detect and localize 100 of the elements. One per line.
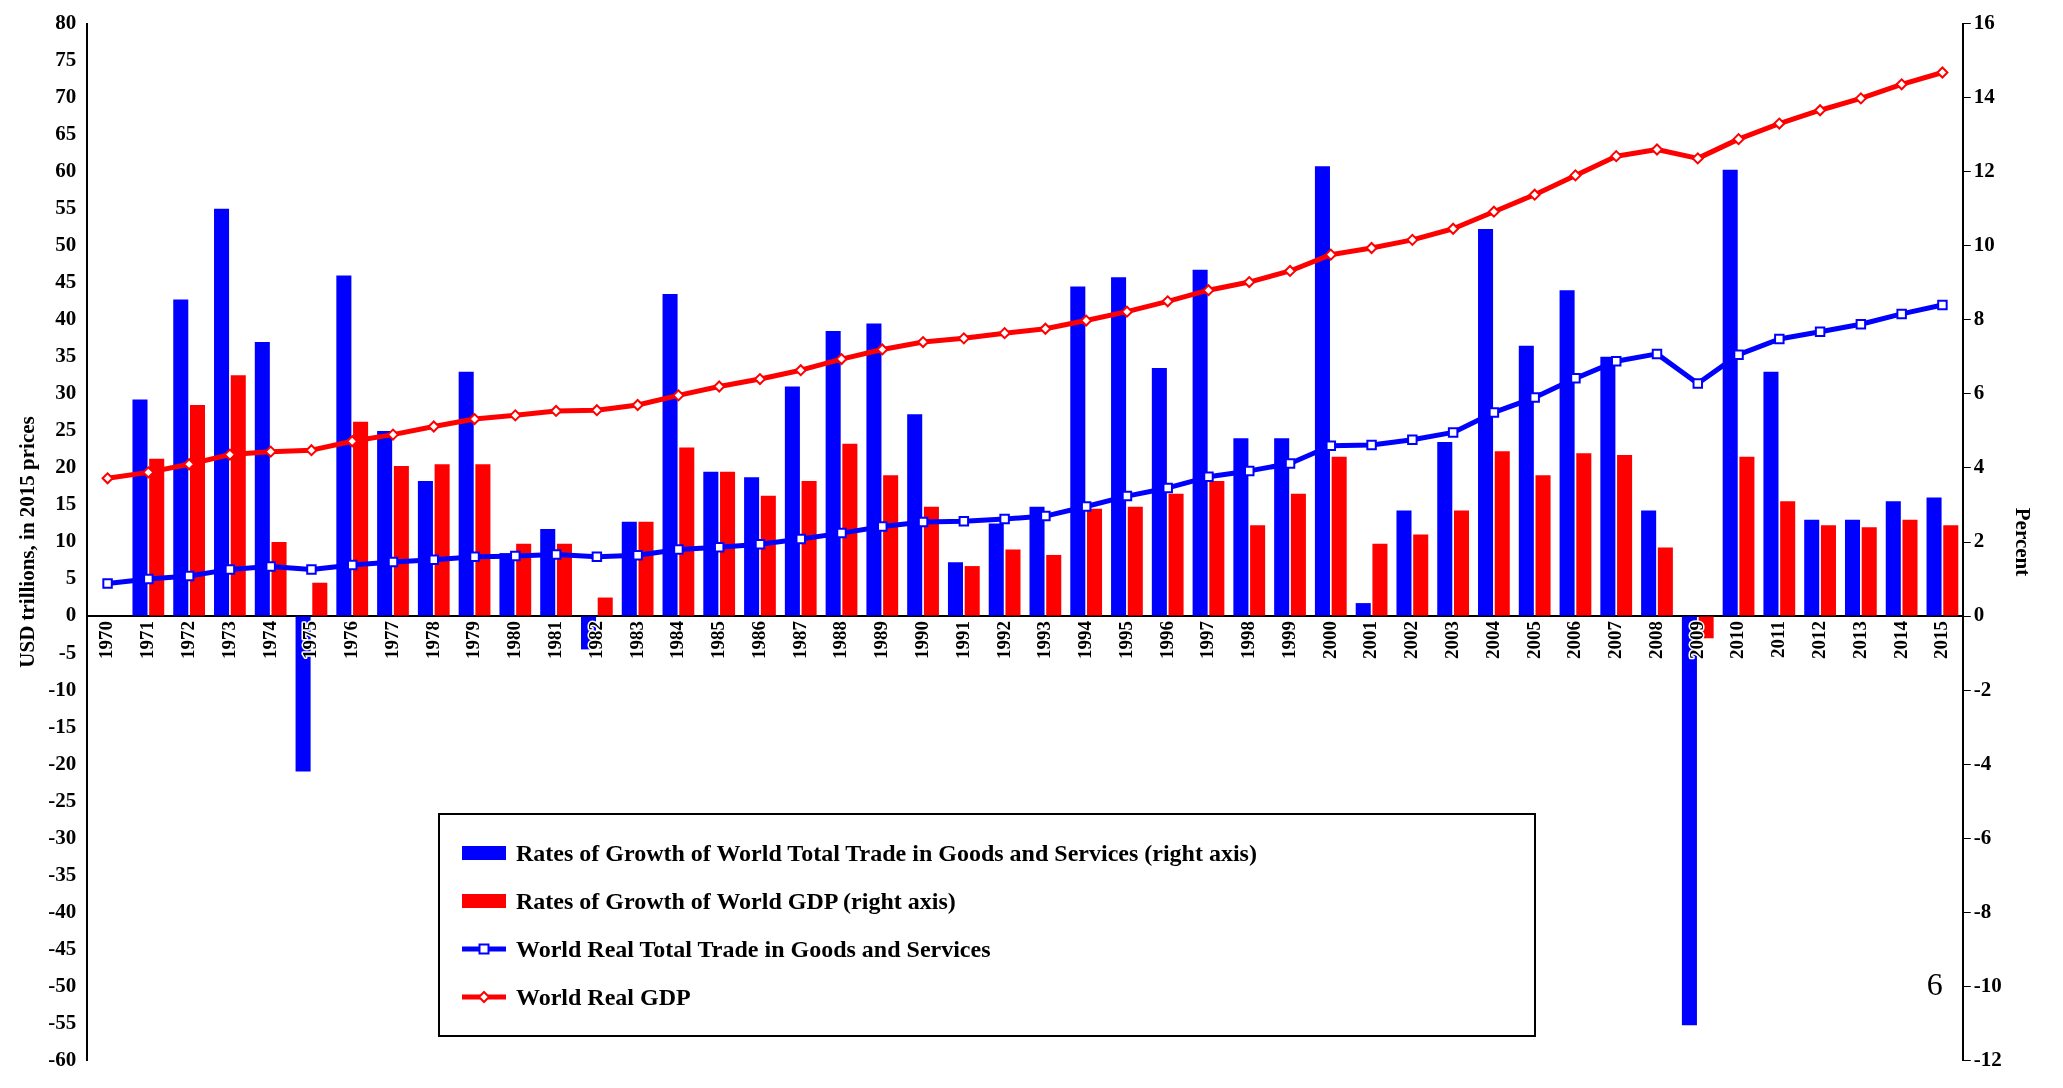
point — [1854, 92, 1867, 105]
y2-tick-label: 14 — [1973, 84, 1996, 109]
x-tick-label: 1985 — [707, 621, 729, 660]
bar — [597, 597, 613, 616]
y-tick-label: 15 — [55, 491, 77, 516]
x-tick-label: 2009 — [1685, 621, 1707, 660]
bar — [1372, 543, 1388, 616]
y-tick-label: -45 — [48, 935, 77, 960]
bar — [947, 562, 963, 616]
y-tick-label: 5 — [65, 565, 77, 590]
x-tick-label: 2005 — [1522, 621, 1544, 660]
bar — [1780, 501, 1796, 616]
bar — [1820, 525, 1836, 616]
bar — [1804, 519, 1820, 616]
x-tick-label: 2008 — [1644, 621, 1666, 660]
y-tick-label: -10 — [48, 676, 77, 701]
x-tick-label: 1970 — [95, 621, 117, 660]
x-tick-label: 1983 — [625, 621, 647, 660]
y-tick-label: -60 — [48, 1046, 77, 1071]
point — [1855, 319, 1867, 330]
bar — [271, 542, 287, 616]
y2-tick-label: 8 — [1973, 306, 1985, 331]
point — [101, 472, 114, 485]
x-tick-label: 1980 — [503, 621, 525, 660]
point — [1569, 169, 1582, 182]
point — [1528, 188, 1541, 201]
point — [1936, 66, 1949, 79]
bar — [842, 443, 858, 616]
x-tick-label: 1987 — [788, 620, 810, 660]
point — [1039, 322, 1052, 335]
point — [1895, 78, 1908, 91]
legend-label: World Real Total Trade in Goods and Services — [516, 935, 991, 963]
x-tick-label: 1974 — [258, 620, 280, 660]
y-tick-label: 40 — [55, 306, 77, 331]
x-tick-label: 1971 — [136, 621, 158, 660]
point — [1937, 299, 1948, 311]
y-tick-label: 60 — [55, 158, 77, 183]
bar — [1943, 525, 1959, 616]
bar — [1885, 501, 1901, 616]
point — [1814, 326, 1826, 337]
bar — [720, 471, 736, 616]
y-tick-label: 35 — [55, 343, 77, 368]
x-tick-label: 2004 — [1481, 620, 1503, 660]
point — [1243, 276, 1256, 289]
x-tick-label: 1990 — [910, 621, 932, 660]
point — [1610, 356, 1622, 367]
x-tick-label: 1977 — [380, 620, 402, 660]
y-tick-label: -5 — [58, 639, 77, 664]
bar — [1861, 527, 1877, 616]
x-tick-label: 1988 — [829, 621, 851, 660]
y2-tick-label: -8 — [1973, 898, 1992, 923]
point — [794, 364, 807, 377]
bar — [1641, 510, 1657, 616]
bar — [1331, 456, 1347, 616]
y-tick-label: 25 — [55, 417, 77, 442]
point — [999, 513, 1010, 525]
x-tick-label: 1984 — [666, 620, 688, 660]
point — [958, 516, 970, 527]
point — [510, 550, 521, 562]
x-tick-label: 1997 — [1196, 620, 1218, 660]
bar — [679, 447, 695, 616]
point — [753, 373, 766, 386]
y-tick-label: 45 — [55, 269, 77, 294]
point — [1692, 378, 1704, 389]
bar — [1437, 442, 1453, 616]
bar — [1250, 525, 1266, 616]
x-tick-label: 2012 — [1808, 621, 1829, 660]
x-tick-label: 2013 — [1848, 621, 1870, 660]
y-tick-label: -55 — [48, 1009, 77, 1034]
y-tick-label: -30 — [48, 824, 77, 849]
bar — [964, 566, 980, 616]
x-tick-label: 1989 — [870, 621, 892, 660]
y-tick-label: -25 — [48, 787, 77, 812]
y-tick-label: 0 — [65, 602, 77, 627]
x-tick-label: 1998 — [1237, 621, 1259, 660]
point — [1732, 133, 1745, 146]
y-tick-label: 55 — [55, 195, 77, 220]
bar — [883, 475, 899, 616]
point — [1324, 248, 1337, 261]
x-tick-label: 1999 — [1277, 621, 1299, 660]
point — [1447, 427, 1459, 438]
point — [1610, 150, 1623, 163]
y2-tick-label: -4 — [1973, 750, 1992, 775]
y2-tick-label: -6 — [1973, 824, 1992, 849]
y-tick-label: 50 — [55, 232, 77, 257]
point — [835, 353, 848, 366]
x-tick-label: 2001 — [1359, 621, 1381, 660]
point — [1814, 104, 1827, 117]
x-tick-label: 2002 — [1400, 621, 1422, 660]
y2-tick-label: 6 — [1973, 380, 1985, 405]
legend-label: Rates of Growth of World Total Trade in Goods and Services (right axis) — [516, 839, 1257, 867]
point — [1407, 434, 1418, 446]
bar — [516, 543, 532, 616]
bar — [1396, 510, 1412, 616]
y-tick-label: 75 — [55, 47, 77, 72]
x-tick-label: 1973 — [217, 621, 239, 660]
bar — [638, 521, 654, 616]
x-tick-label: 1972 — [177, 621, 199, 660]
bar — [1209, 480, 1225, 616]
y-tick-label: 10 — [55, 528, 77, 553]
